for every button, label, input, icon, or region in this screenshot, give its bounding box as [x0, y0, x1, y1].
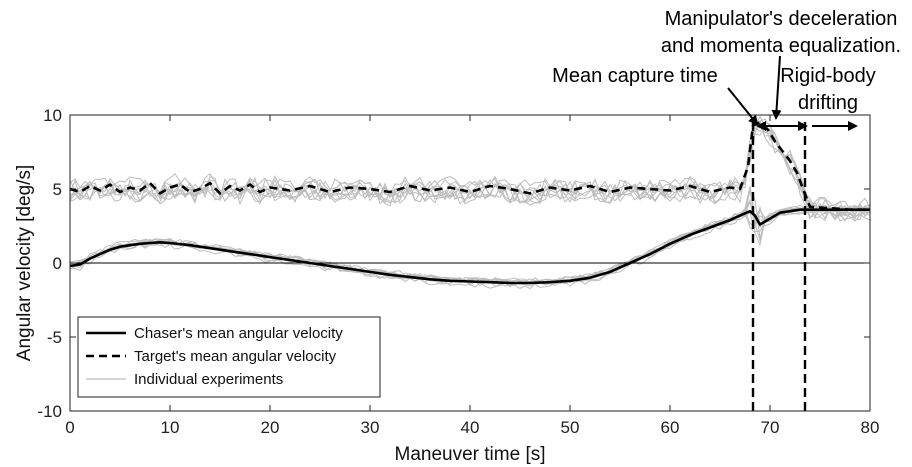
y-tick-label: -5	[47, 328, 62, 347]
deceleration-arrow	[771, 55, 782, 120]
x-tick-label: 30	[361, 418, 380, 437]
legend-label: Individual experiments	[134, 371, 283, 388]
x-tick-label: 80	[861, 418, 880, 437]
individual-target-trace	[69, 123, 871, 221]
y-tick-label: 0	[53, 254, 62, 273]
annotation-capture-time: Mean capture time	[552, 65, 718, 87]
axes: 0 10 20 30 40 50 60 70 80 -10 -5 0 5 10 Maneuver time …	[14, 106, 879, 465]
x-tick-label: 0	[65, 418, 74, 437]
y-tick-label: 5	[53, 180, 62, 199]
x-tick-label: 20	[261, 418, 280, 437]
x-tick-label: 60	[661, 418, 680, 437]
legend-label: Target's mean angular velocity	[134, 348, 337, 365]
legend-box	[77, 316, 381, 398]
y-axis-label: Angular velocity [deg/s]	[14, 165, 35, 361]
annotations: Manipulator's deceleration and momenta eq…	[552, 8, 901, 131]
chaser-mean-line	[69, 208, 870, 285]
individual-chaser-trace	[69, 208, 871, 288]
y-tick-label: -10	[37, 402, 62, 421]
individual-target-trace	[69, 115, 871, 213]
annotation-rigid-line1: Rigid-body	[780, 65, 876, 87]
individual-chaser-trace	[69, 198, 871, 290]
legend: Chaser's mean angular velocity Target's m…	[77, 316, 381, 398]
y-tick-label: 10	[43, 106, 62, 125]
x-tick-label: 40	[461, 418, 480, 437]
annotation-deceleration-line1: Manipulator's deceleration	[665, 8, 898, 30]
x-tick-label: 70	[761, 418, 780, 437]
x-tick-label: 50	[561, 418, 580, 437]
individual-target-trace	[69, 119, 871, 222]
capture-arrow	[727, 87, 759, 126]
legend-label: Chaser's mean angular velocity	[134, 325, 343, 342]
annotation-deceleration-line2: and momenta equalization.	[661, 35, 901, 57]
annotation-rigid-line2: drifting	[798, 92, 858, 114]
individual-chaser-trace	[69, 201, 871, 285]
x-axis-label: Maneuver time [s]	[395, 444, 546, 465]
individual-target-trace	[69, 123, 871, 221]
x-tick-label: 10	[161, 418, 180, 437]
